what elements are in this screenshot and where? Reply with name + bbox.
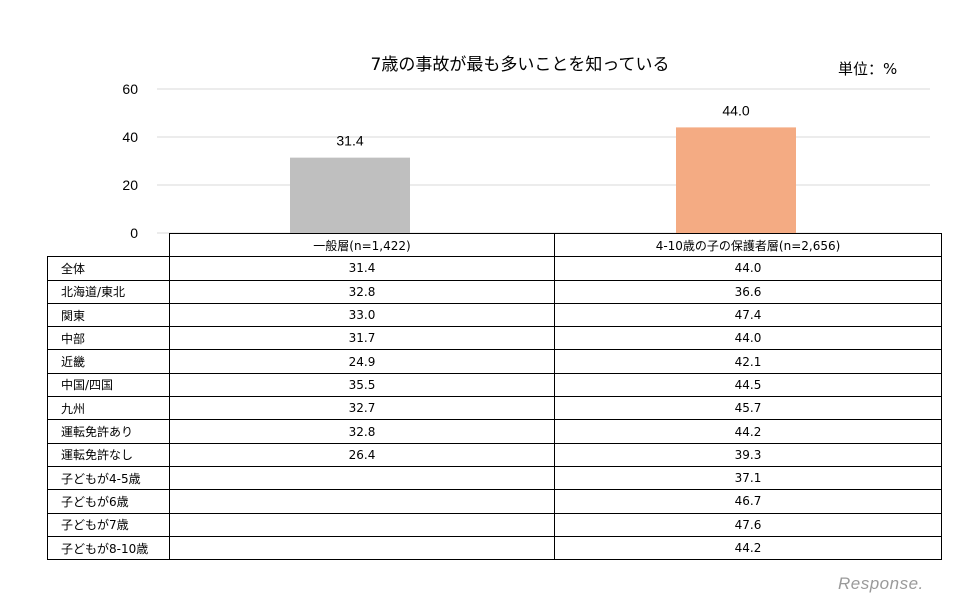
table-cell: 32.8 <box>169 279 555 304</box>
table-cell: 35.5 <box>169 372 555 398</box>
y-axis-ticks: 0 20 40 60 <box>122 81 138 240</box>
table-cell <box>169 535 555 561</box>
table-row: 中部 31.7 44.0 <box>47 326 942 351</box>
table-row: 運転免許あり 32.8 44.2 <box>47 419 942 444</box>
bar-chart: 0 20 40 60 31.4 44.0 <box>122 81 930 240</box>
table-cell: 32.7 <box>169 396 555 421</box>
table-row: 九州 32.7 45.7 <box>47 396 942 421</box>
table-cell: 46.7 <box>554 489 942 514</box>
table-cell: 37.1 <box>554 465 942 491</box>
row-label: 子どもが7歳 <box>47 512 170 537</box>
row-label: 関東 <box>47 302 170 328</box>
row-label: 九州 <box>47 396 170 421</box>
y-tick-label: 20 <box>122 177 138 193</box>
table-cell: 33.0 <box>169 302 555 328</box>
data-table: 一般層(n=1,422) 4-10歳の子の保護者層(n=2,656) 全体 31.… <box>47 232 942 561</box>
data-label: 31.4 <box>336 133 363 149</box>
data-label: 44.0 <box>722 102 749 118</box>
table-cell: 44.2 <box>554 419 942 444</box>
table-cell: 42.1 <box>554 349 942 374</box>
y-tick-label: 0 <box>130 225 138 240</box>
bar <box>290 157 410 233</box>
table-row: 子どもが4-5歳 37.1 <box>47 465 942 491</box>
y-tick-label: 60 <box>122 81 138 97</box>
table-cell: 39.3 <box>554 442 942 467</box>
table-row: 中国/四国 35.5 44.5 <box>47 372 942 398</box>
row-label: 運転免許あり <box>47 419 170 444</box>
table-cell: 36.6 <box>554 279 942 304</box>
table-cell: 44.0 <box>554 256 942 281</box>
table-cell: 32.8 <box>169 419 555 444</box>
response-logo: Response. <box>838 574 924 593</box>
row-label: 子どもが6歳 <box>47 489 170 514</box>
y-tick-label: 40 <box>122 129 138 145</box>
bars <box>290 127 796 233</box>
table-cell: 44.0 <box>554 326 942 351</box>
table-cell: 24.9 <box>169 349 555 374</box>
table-cell: 31.7 <box>169 326 555 351</box>
data-labels: 31.4 44.0 <box>336 102 749 148</box>
bar <box>676 127 796 233</box>
gridlines <box>157 88 930 234</box>
column-header: 一般層(n=1,422) <box>169 232 555 258</box>
row-label: 中国/四国 <box>47 372 170 398</box>
row-label: 子どもが4-5歳 <box>47 465 170 491</box>
table-cell: 26.4 <box>169 442 555 467</box>
table-row: 全体 31.4 44.0 <box>47 256 942 281</box>
row-label: 全体 <box>47 256 170 281</box>
column-header: 4-10歳の子の保護者層(n=2,656) <box>554 232 942 258</box>
table-corner <box>47 233 170 258</box>
table-row: 運転免許なし 26.4 39.3 <box>47 442 942 467</box>
table-cell <box>169 512 555 537</box>
table-cell: 45.7 <box>554 396 942 421</box>
table-cell: 44.2 <box>554 535 942 561</box>
table-row: 関東 33.0 47.4 <box>47 302 942 328</box>
table-cell <box>169 465 555 491</box>
table-cell <box>169 489 555 514</box>
table-header-row: 一般層(n=1,422) 4-10歳の子の保護者層(n=2,656) <box>47 232 942 258</box>
row-label: 中部 <box>47 326 170 351</box>
table-row: 子どもが7歳 47.6 <box>47 512 942 537</box>
table-row: 子どもが6歳 46.7 <box>47 489 942 514</box>
unit-label: 単位：% <box>838 60 898 78</box>
table-row: 北海道/東北 32.8 36.6 <box>47 279 942 304</box>
table-row: 子どもが8-10歳 44.2 <box>47 535 942 561</box>
table-cell: 47.4 <box>554 302 942 328</box>
row-label: 北海道/東北 <box>47 279 170 304</box>
table-cell: 47.6 <box>554 512 942 537</box>
row-label: 近畿 <box>47 349 170 374</box>
row-label: 運転免許なし <box>47 442 170 467</box>
table-cell: 31.4 <box>169 256 555 281</box>
chart-title: 7歳の事故が最も多いことを知っている <box>370 55 670 75</box>
table-cell: 44.5 <box>554 372 942 398</box>
row-label: 子どもが8-10歳 <box>47 535 170 561</box>
table-row: 近畿 24.9 42.1 <box>47 349 942 374</box>
